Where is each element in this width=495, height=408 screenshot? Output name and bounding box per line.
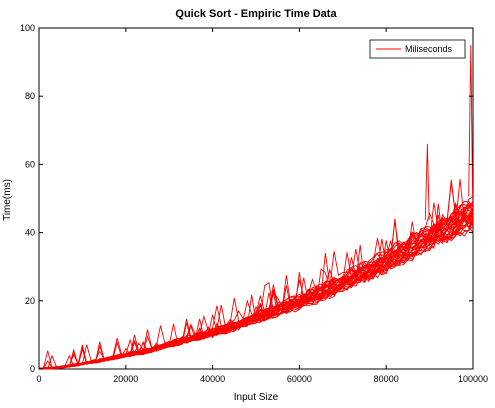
series-line-run — [38, 211, 474, 370]
x-tick-label: 100000 — [458, 374, 488, 384]
y-tick-label: 40 — [25, 228, 35, 238]
legend-entry-miliseconds: Miliseconds — [405, 44, 453, 54]
y-tick-label: 0 — [30, 364, 35, 374]
series-line-run — [38, 207, 474, 370]
legend-box — [369, 39, 466, 59]
x-tick-label: 20000 — [113, 374, 138, 384]
series-line-run — [38, 209, 474, 370]
series-line-run — [38, 182, 474, 370]
chart-title: Quick Sort - Empiric Time Data — [175, 8, 337, 20]
series-line-run — [38, 203, 474, 370]
series-line-run — [38, 202, 474, 370]
x-tick-label: 0 — [36, 374, 41, 384]
series-line-run — [38, 200, 474, 370]
series-line-run — [38, 195, 474, 370]
series-line-run — [38, 212, 473, 370]
series-line-run — [38, 202, 474, 370]
y-tick-label: 100 — [20, 23, 35, 33]
series-line-run — [38, 179, 474, 370]
x-tick-label: 80000 — [374, 374, 399, 384]
y-tick-label: 80 — [25, 91, 35, 101]
x-tick-label: 40000 — [200, 374, 225, 384]
x-tick-label: 60000 — [287, 374, 312, 384]
series-line-run — [38, 214, 474, 370]
series-line-run — [38, 202, 474, 370]
tick-layer: 0 20000 40000 60000 80000 100000 0 20 40 60 80 100 — [20, 23, 488, 384]
y-tick-label: 60 — [25, 159, 35, 169]
y-axis-label: Time(ms) — [2, 179, 13, 221]
legend: Miliseconds — [369, 39, 466, 59]
series-line-run — [38, 203, 474, 370]
series-line-run — [38, 179, 474, 370]
series-line-run — [38, 204, 474, 370]
y-tick-label: 20 — [25, 296, 35, 306]
series-line-run — [38, 204, 474, 370]
series-layer — [38, 45, 474, 370]
series-line-run — [39, 200, 474, 370]
series-line-run — [38, 201, 474, 370]
series-spike — [468, 45, 474, 197]
series-line-run — [39, 204, 474, 370]
x-axis-label: Input Size — [234, 392, 279, 403]
series-line-run — [38, 213, 474, 370]
plot-frame — [38, 27, 474, 370]
series-line-run — [39, 215, 474, 370]
series-spike — [424, 143, 430, 221]
series-line-run — [38, 203, 474, 369]
series-line-run — [38, 214, 474, 370]
